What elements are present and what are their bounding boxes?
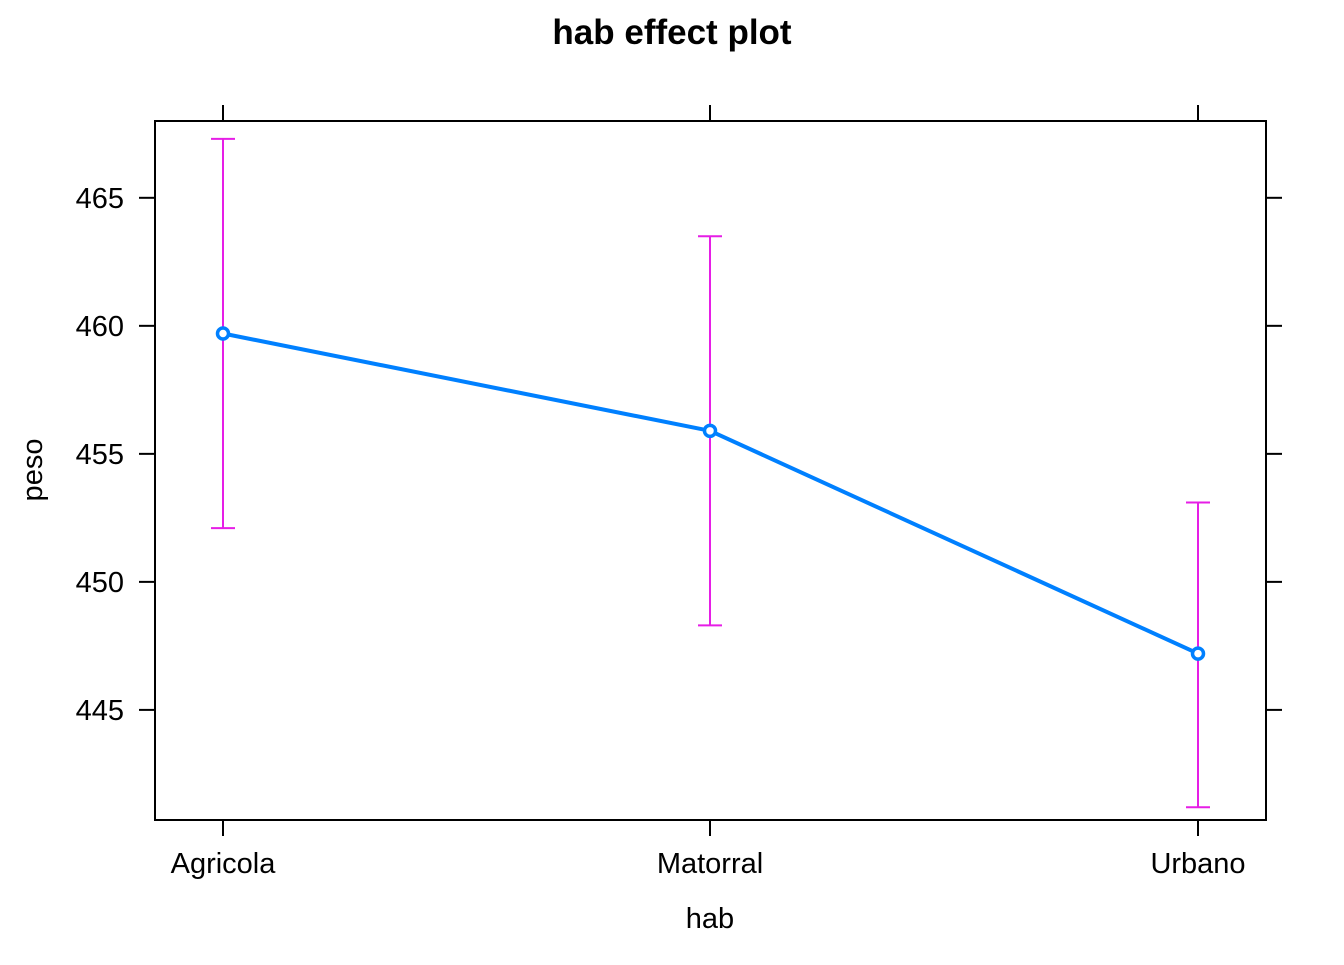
x-axis-label: hab [686,903,734,935]
y-tick-label: 450 [76,567,124,599]
effect-point [215,326,231,341]
y-tick-label: 465 [76,183,124,215]
x-tick-label: Urbano [1150,848,1245,880]
y-tick-label: 460 [76,311,124,343]
chart-title: hab effect plot [552,13,792,52]
effect-point [702,423,718,439]
x-tick-label: Matorral [657,848,763,880]
y-tick-label: 445 [76,695,124,727]
axes: Agricola Matorral Urbano 445 450 455 460 465 [76,105,1282,880]
effect-point [1190,646,1206,661]
y-axis-label: peso [17,439,49,502]
y-tick-label: 455 [76,439,124,471]
x-tick-label: Agricola [171,848,277,880]
data-marks [211,137,1210,809]
